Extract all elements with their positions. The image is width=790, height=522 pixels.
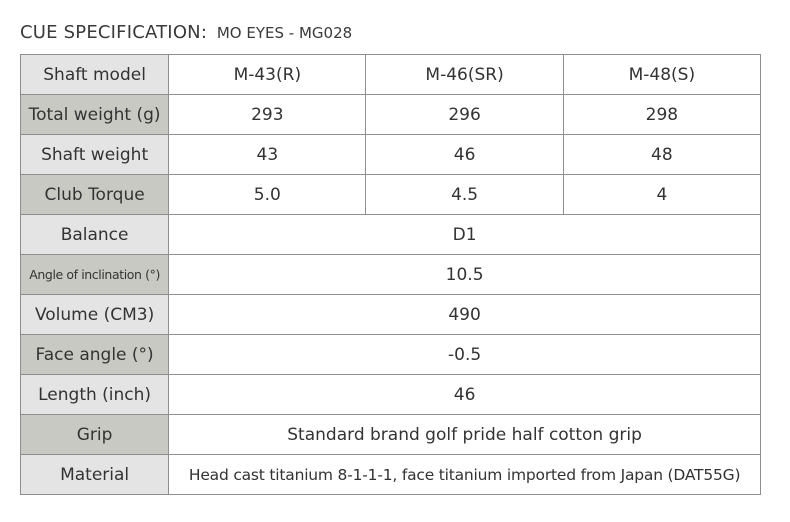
cell-balance: D1 [168,214,761,255]
cell-club-torque-1: 5.0 [168,174,367,215]
table-row-shaft-weight: Shaft weight 43 46 48 [19,134,762,175]
row-label-face-angle: Face angle (°) [19,334,170,375]
cell-club-torque-2: 4.5 [365,174,564,215]
title-main: CUE SPECIFICATION: [20,22,208,43]
cell-shaft-model-1: M-43(R) [168,54,367,95]
cell-club-torque-3: 4 [562,174,762,215]
row-label-volume: Volume (CM3) [19,294,170,335]
table-row-length: Length (inch) 46 [19,374,761,415]
table-row-face-angle: Face angle (°) -0.5 [19,334,761,375]
cell-shaft-model-3: M-48(S) [562,54,762,95]
cell-volume: 490 [168,294,761,335]
cell-total-weight-3: 298 [562,94,762,135]
cell-total-weight-2: 296 [365,94,564,135]
row-label-club-torque: Club Torque [19,174,170,215]
title-model: MO EYES - MG028 [216,24,353,42]
row-label-length: Length (inch) [19,374,170,415]
cell-shaft-model-2: M-46(SR) [365,54,564,95]
table-row-total-weight: Total weight (g) 293 296 298 [19,94,762,135]
cell-material: Head cast titanium 8-1-1-1, face titaniu… [168,454,761,495]
cell-shaft-weight-2: 46 [365,134,564,175]
row-label-total-weight: Total weight (g) [19,94,170,135]
cell-angle-of-inclination: 10.5 [168,254,761,295]
table-row-volume: Volume (CM3) 490 [19,294,761,335]
cell-grip: Standard brand golf pride half cotton gr… [168,414,761,455]
cell-length: 46 [168,374,761,415]
table-row-grip: Grip Standard brand golf pride half cott… [19,414,761,455]
row-label-angle-of-inclination: Angle of inclination (°) [19,254,170,295]
table-row-balance: Balance D1 [19,214,761,255]
row-label-material: Material [19,454,170,495]
cell-total-weight-1: 293 [168,94,367,135]
table-row-angle-of-inclination: Angle of inclination (°) 10.5 [19,254,761,295]
cell-shaft-weight-3: 48 [562,134,762,175]
page-title: CUE SPECIFICATION: MO EYES - MG028 [20,20,352,46]
row-label-grip: Grip [19,414,170,455]
cell-face-angle: -0.5 [168,334,761,375]
cell-shaft-weight-1: 43 [168,134,367,175]
row-label-shaft-weight: Shaft weight [19,134,170,175]
table-row-shaft-model: Shaft model M-43(R) M-46(SR) M-48(S) [19,54,762,95]
specification-table: Shaft model M-43(R) M-46(SR) M-48(S) Tot… [19,54,762,495]
table-row-club-torque: Club Torque 5.0 4.5 4 [19,174,762,215]
table-row-material: Material Head cast titanium 8-1-1-1, fac… [19,454,761,495]
row-label-balance: Balance [19,214,170,255]
row-label-shaft-model: Shaft model [19,54,170,95]
